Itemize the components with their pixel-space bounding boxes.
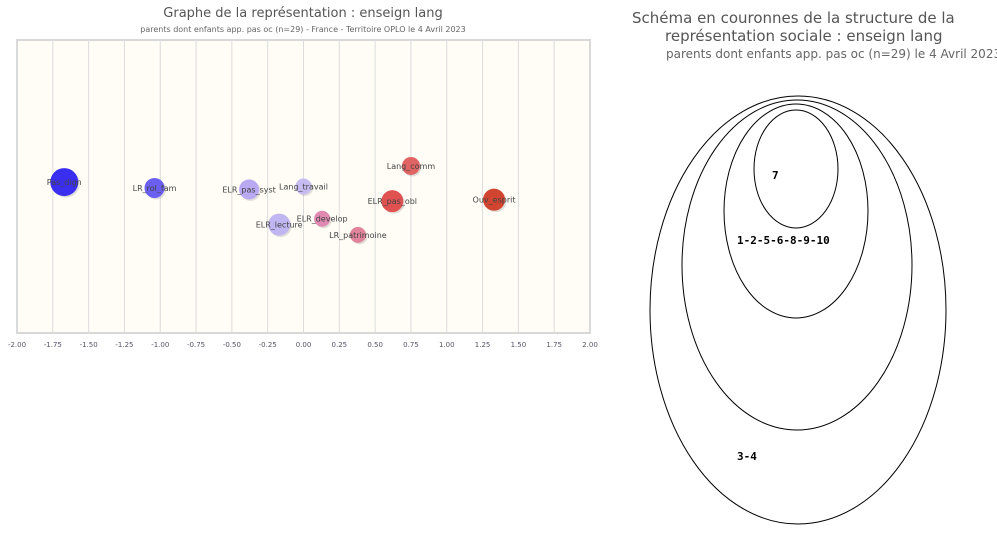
ring-first-periphery-label: 1-2-5-6-8-9-10 — [737, 234, 830, 247]
ring-core-label: 7 — [772, 169, 779, 182]
x-tick-label: 1.75 — [546, 341, 562, 349]
ring-outer — [649, 95, 947, 525]
data-point — [50, 168, 79, 197]
scatter-chart: -2.00 -1.75 -1.50 -1.25 -1.00 -0.75 -0.50 -0.25… — [8, 39, 598, 349]
ring-outer-label: 3-4 — [737, 450, 757, 463]
data-point — [349, 226, 366, 243]
x-tick-label: 0.50 — [367, 341, 383, 349]
data-point — [239, 179, 260, 200]
rings-subtitle: parents dont enfants app. pas oc (n=29) … — [666, 47, 997, 61]
data-point — [401, 156, 420, 175]
data-point — [268, 213, 291, 236]
point-label: ELR_develop — [297, 215, 348, 224]
point-label: LR_patrimoine — [329, 231, 387, 240]
data-point — [144, 177, 165, 198]
point-label: LR_rol_fam — [133, 184, 177, 193]
x-tick-label: -1.25 — [115, 341, 133, 349]
x-tick-label: -0.25 — [259, 341, 277, 349]
point-label: ELR_pas_obl — [368, 197, 417, 206]
point-label: Lang_travail — [279, 183, 328, 192]
x-tick-label: 2.00 — [582, 341, 598, 349]
x-tick-label: 0.25 — [332, 341, 348, 349]
point-label: Lang_comm — [387, 162, 436, 171]
data-point — [483, 188, 506, 211]
x-tick-label: -1.75 — [44, 341, 62, 349]
rings-title-line1: Schéma en couronnes de la structure de l… — [632, 9, 955, 27]
x-tick-label: 0.75 — [403, 341, 419, 349]
x-tick-label: -0.75 — [187, 341, 205, 349]
point-label: ELR_lecture — [256, 221, 303, 230]
x-tick-label: -1.50 — [80, 341, 98, 349]
ring-second — [681, 99, 913, 431]
x-tick-label: 0.00 — [296, 341, 312, 349]
point-label: ELR_pas_syst — [222, 185, 275, 194]
x-tick-label: -0.50 — [223, 341, 241, 349]
data-point — [314, 210, 331, 227]
data-point — [381, 190, 404, 213]
point-label: Pas_dign — [47, 178, 82, 187]
x-tick-label: -2.00 — [8, 341, 26, 349]
x-tick-label: 1.25 — [475, 341, 491, 349]
chart-subtitle: parents dont enfants app. pas oc (n=29) … — [140, 25, 466, 34]
x-tick-label: 1.00 — [439, 341, 455, 349]
rings-title-line2: représentation sociale : enseign lang — [665, 27, 943, 45]
chart-title: Graphe de la représentation : enseign la… — [163, 6, 443, 21]
x-tick-label: 1.50 — [511, 341, 527, 349]
ring-core — [753, 109, 839, 229]
ring-third — [723, 103, 869, 319]
point-label: Ouv_esprit — [473, 196, 516, 205]
x-tick-label: -1.00 — [151, 341, 169, 349]
data-point — [295, 178, 312, 195]
